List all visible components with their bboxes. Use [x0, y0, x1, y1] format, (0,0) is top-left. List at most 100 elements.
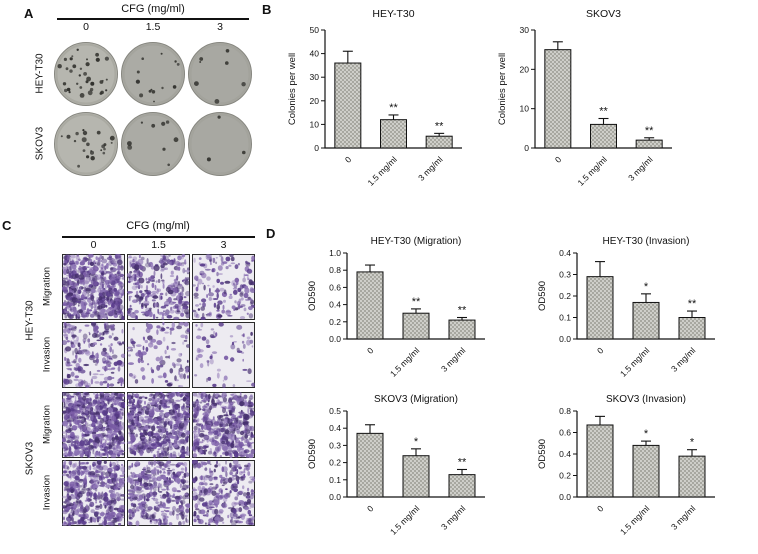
svg-text:*: *	[644, 428, 649, 440]
transwell-stain-image	[61, 459, 127, 531]
svg-text:20: 20	[310, 96, 320, 106]
panel-c-assay-label: Migration	[41, 404, 53, 445]
panel-a-row-label: SKOV3	[34, 126, 46, 161]
transwell-stain-image	[190, 391, 256, 463]
transwell-stain-image	[61, 253, 126, 325]
transwell-stain-image	[126, 390, 191, 463]
panel-c-cellline-label: HEY-T30	[24, 300, 36, 341]
svg-text:3 mg/ml: 3 mg/ml	[439, 345, 468, 374]
panel-a-dose-label: 3	[217, 21, 223, 33]
svg-text:1.5 mg/ml: 1.5 mg/ml	[388, 345, 422, 379]
svg-text:0: 0	[595, 345, 606, 356]
transwell-stain-image	[192, 322, 256, 393]
transwell-stain-image	[125, 321, 192, 393]
svg-text:1.5 mg/ml: 1.5 mg/ml	[618, 503, 652, 537]
svg-text:0.6: 0.6	[559, 428, 571, 438]
svg-text:1.5 mg/ml: 1.5 mg/ml	[388, 503, 422, 537]
svg-text:0.4: 0.4	[559, 449, 571, 459]
svg-text:0.6: 0.6	[329, 282, 341, 292]
panel-c-dose-label: 3	[220, 239, 227, 251]
svg-text:**: **	[389, 102, 398, 114]
chart-heyt30-colonies: HEY-T30 Colonies per well 0 10 20 30 40 50 0 ** 1.…	[283, 4, 478, 209]
svg-text:0.8: 0.8	[559, 406, 571, 416]
svg-text:SKOV3: SKOV3	[586, 8, 621, 20]
svg-text:10: 10	[520, 104, 530, 114]
svg-text:OD590: OD590	[307, 281, 318, 311]
colony-well-image	[52, 40, 120, 113]
svg-text:1.5 mg/ml: 1.5 mg/ml	[365, 154, 399, 188]
svg-text:0.0: 0.0	[329, 492, 341, 502]
svg-text:**: **	[412, 296, 421, 308]
panel-a-cfg-header: CFG (mg/ml)	[121, 3, 185, 15]
svg-text:0.2: 0.2	[329, 458, 341, 468]
svg-text:50: 50	[310, 25, 320, 35]
svg-text:HEY-T30 (Invasion): HEY-T30 (Invasion)	[603, 236, 690, 247]
svg-text:0.4: 0.4	[329, 300, 341, 310]
panel-b-label: B	[262, 2, 272, 17]
svg-text:40: 40	[310, 49, 320, 59]
svg-text:3 mg/ml: 3 mg/ml	[669, 345, 698, 374]
colony-well-image	[52, 110, 120, 183]
colony-well-image	[119, 40, 187, 113]
svg-text:0.4: 0.4	[329, 423, 341, 433]
panel-a-label: A	[24, 6, 34, 21]
svg-text:**: **	[458, 305, 467, 317]
svg-text:*: *	[414, 436, 419, 448]
svg-text:0.3: 0.3	[559, 270, 571, 280]
svg-text:0.0: 0.0	[559, 334, 571, 344]
svg-text:**: **	[435, 120, 444, 132]
svg-text:SKOV3 (Invasion): SKOV3 (Invasion)	[606, 394, 686, 405]
svg-text:SKOV3 (Migration): SKOV3 (Migration)	[374, 394, 458, 405]
svg-text:**: **	[599, 106, 608, 118]
svg-text:30: 30	[310, 72, 320, 82]
colony-well-image	[119, 110, 187, 183]
transwell-stain-image	[61, 320, 126, 393]
svg-text:0: 0	[343, 154, 354, 165]
panel-c-header-line	[62, 236, 255, 238]
svg-text:0: 0	[595, 503, 606, 514]
panel-d-label: D	[266, 226, 276, 241]
panel-a-dose-label: 1.5	[145, 21, 161, 33]
svg-text:1.5 mg/ml: 1.5 mg/ml	[618, 345, 652, 379]
panel-a-row-label: HEY-T30	[34, 53, 46, 94]
svg-text:20: 20	[520, 64, 530, 74]
transwell-stain-image	[191, 458, 257, 531]
svg-text:30: 30	[520, 25, 530, 35]
svg-text:0.8: 0.8	[329, 265, 341, 275]
svg-text:Colonies per well: Colonies per well	[287, 53, 298, 125]
panel-c-assay-label: Invasion	[41, 336, 53, 373]
transwell-stain-image	[126, 253, 191, 325]
svg-text:0.1: 0.1	[329, 475, 341, 485]
panel-a-header-line	[57, 18, 249, 20]
svg-text:*: *	[644, 281, 649, 293]
panel-c-assay-label: Migration	[41, 266, 53, 307]
svg-text:OD590: OD590	[537, 281, 548, 311]
svg-text:**: **	[458, 456, 467, 468]
colony-well-image	[186, 110, 254, 183]
chart-skov3-colonies: SKOV3 Colonies per well 0 10 20 30 0 ** 1.5 mg/m…	[493, 4, 688, 209]
panel-c-cellline-label: SKOV3	[24, 441, 36, 476]
svg-text:0.5: 0.5	[329, 406, 341, 416]
chart-heyt30-migration: HEY-T30 (Migration) OD590 0.0 0.2 0.4 0.6 0.8 1…	[303, 233, 503, 390]
svg-text:0: 0	[314, 143, 319, 153]
svg-text:0: 0	[365, 345, 376, 356]
panel-a-dose-label: 0	[83, 21, 89, 33]
svg-text:3 mg/ml: 3 mg/ml	[626, 154, 655, 183]
svg-text:3 mg/ml: 3 mg/ml	[416, 154, 445, 183]
svg-text:OD590: OD590	[537, 439, 548, 469]
svg-text:0.2: 0.2	[559, 291, 571, 301]
panel-c-cfg-header: CFG (mg/ml)	[126, 220, 190, 232]
svg-text:**: **	[645, 125, 654, 137]
chart-skov3-migration: SKOV3 (Migration) OD590 0.0 0.1 0.2 0.3 0.4 0.5…	[303, 391, 503, 548]
svg-text:OD590: OD590	[307, 439, 318, 469]
svg-text:0.1: 0.1	[559, 313, 571, 323]
svg-text:0.2: 0.2	[559, 471, 571, 481]
svg-text:10: 10	[310, 119, 320, 129]
svg-text:0.4: 0.4	[559, 248, 571, 258]
svg-text:*: *	[690, 437, 695, 449]
svg-text:3 mg/ml: 3 mg/ml	[439, 503, 468, 532]
transwell-stain-image	[125, 460, 192, 531]
svg-text:0: 0	[553, 154, 564, 165]
svg-text:1.0: 1.0	[329, 248, 341, 258]
